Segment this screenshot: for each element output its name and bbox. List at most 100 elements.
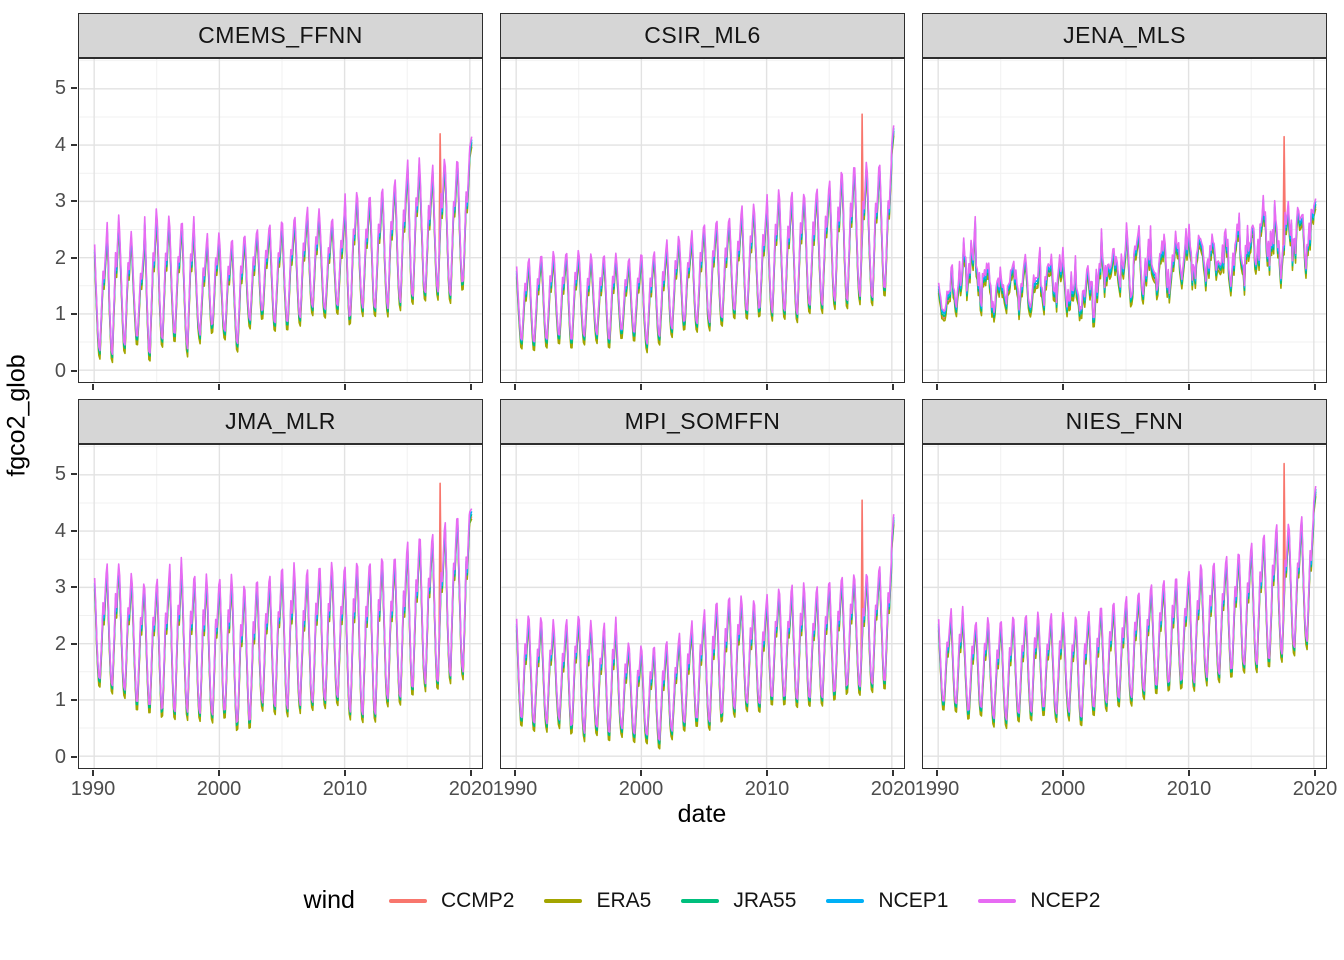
legend-label-ncep1: NCEP1	[878, 888, 949, 912]
legend-label-era5: ERA5	[596, 888, 652, 912]
y-tick-label: 4	[54, 133, 66, 156]
x-tick-label: 1990	[70, 778, 116, 800]
y-tick-label: 5	[54, 463, 66, 485]
line-ncep2-nies_fnn	[937, 485, 1317, 721]
x-tick-label: 2000	[618, 778, 664, 800]
x-tick-mark	[766, 384, 768, 390]
x-tick-label: 2000	[1040, 778, 1086, 800]
legend-key-jra55-icon	[681, 898, 720, 903]
y-tick-label: 1	[54, 689, 66, 712]
facet-plot-cmems-ffnn	[79, 59, 482, 382]
y-tick-label: 5	[54, 77, 66, 99]
line-ncep2-csir_ml6	[515, 125, 895, 345]
x-tick-mark	[1314, 384, 1316, 390]
legend-label-jra55: JRA55	[733, 888, 797, 912]
y-tick-label: 2	[54, 632, 66, 655]
y-tick-label: 4	[54, 519, 66, 542]
y-tick-mark	[71, 756, 77, 759]
x-tick-label: 1990	[914, 778, 960, 800]
legend-title: wind	[303, 886, 355, 914]
facet-panel-jena-mls	[922, 58, 1327, 383]
x-tick-mark	[640, 384, 642, 390]
y-tick-mark	[71, 256, 77, 259]
x-tick-mark	[344, 384, 346, 390]
facet-panel-jma-mlr	[78, 444, 483, 769]
facet-strip-csir-ml6: CSIR_ML6	[500, 13, 905, 58]
y-tick-label: 3	[54, 190, 66, 213]
y-tick-mark	[71, 699, 77, 702]
x-tick-mark	[344, 770, 346, 776]
legend-item-era5: ERA5	[544, 889, 651, 913]
x-tick-label: 1990	[492, 778, 538, 800]
x-tick-mark	[936, 384, 938, 390]
x-tick-label: 2020	[870, 778, 916, 800]
x-tick-mark	[470, 384, 472, 390]
legend-key-era5-icon	[544, 898, 583, 903]
y-tick-mark	[71, 473, 77, 475]
x-axis-title: date	[677, 800, 727, 828]
y-tick-label: 0	[54, 360, 66, 383]
line-ncep2-mpi_somffn	[515, 514, 895, 741]
facet-strip-jma-mlr: JMA_MLR	[78, 399, 483, 444]
x-tick-mark	[1314, 770, 1316, 776]
facet-title: MPI_SOMFFN	[624, 408, 781, 434]
y-tick-mark	[71, 143, 77, 146]
facet-plot-jma-mlr	[79, 445, 482, 768]
y-axis-title: fgco2_glob	[2, 354, 31, 477]
facet-panel-cmems-ffnn	[78, 58, 483, 383]
facet-panel-csir-ml6	[500, 58, 905, 383]
facet-strip-jena-mls: JENA_MLS	[922, 13, 1327, 58]
x-tick-label: 2020	[448, 778, 494, 800]
facet-plot-csir-ml6	[501, 59, 904, 382]
legend-item-ccmp2: CCMP2	[388, 889, 514, 913]
facet-plot-nies-fnn	[923, 445, 1326, 768]
facet-title: JENA_MLS	[1063, 22, 1186, 48]
line-ncep2-jma_mlr	[93, 508, 473, 723]
x-tick-mark	[892, 770, 894, 776]
facet-panel-nies-fnn	[922, 444, 1327, 769]
x-tick-mark	[892, 384, 894, 390]
legend: wind CCMP2 ERA5 JRA55 NCEP1 NCEP2	[0, 886, 1344, 915]
facet-plot-jena-mls	[923, 59, 1326, 382]
x-tick-mark	[1062, 384, 1064, 390]
x-tick-mark	[92, 384, 94, 390]
x-tick-mark	[936, 770, 938, 776]
x-tick-mark	[1062, 770, 1064, 776]
x-tick-mark	[218, 384, 220, 390]
y-tick-mark	[71, 529, 77, 532]
facet-strip-mpi-somffn: MPI_SOMFFN	[500, 399, 905, 444]
y-tick-mark	[71, 642, 77, 645]
x-tick-mark	[1188, 770, 1190, 776]
x-tick-label: 2010	[744, 778, 790, 800]
line-ncep2-jena_mls	[937, 194, 1317, 319]
y-tick-mark	[71, 87, 77, 89]
x-tick-mark	[470, 770, 472, 776]
x-tick-mark	[640, 770, 642, 776]
x-tick-label: 2020	[1292, 778, 1338, 800]
legend-key-ccmp2-icon	[388, 898, 427, 903]
y-tick-mark	[71, 313, 77, 316]
facet-title: CSIR_ML6	[644, 22, 761, 48]
x-tick-mark	[766, 770, 768, 776]
y-tick-mark	[71, 200, 77, 203]
legend-key-ncep1-icon	[826, 898, 865, 903]
facet-title: CMEMS_FFNN	[198, 22, 363, 48]
x-tick-mark	[218, 770, 220, 776]
x-tick-label: 2000	[196, 778, 242, 800]
legend-item-ncep1: NCEP1	[826, 889, 948, 913]
legend-item-jra55: JRA55	[681, 889, 796, 913]
y-tick-mark	[71, 586, 77, 589]
y-tick-label: 2	[54, 246, 66, 269]
x-tick-mark	[1188, 384, 1190, 390]
facet-strip-nies-fnn: NIES_FNN	[922, 399, 1327, 444]
legend-label-ncep2: NCEP2	[1030, 888, 1101, 912]
facet-plot-mpi-somffn	[501, 445, 904, 768]
x-tick-label: 2010	[1166, 778, 1212, 800]
y-tick-label: 1	[54, 303, 66, 326]
y-tick-label: 0	[54, 746, 66, 769]
x-tick-label: 2010	[322, 778, 368, 800]
y-tick-mark	[71, 370, 77, 373]
legend-key-ncep2-icon	[978, 898, 1017, 903]
x-tick-mark	[514, 770, 516, 776]
